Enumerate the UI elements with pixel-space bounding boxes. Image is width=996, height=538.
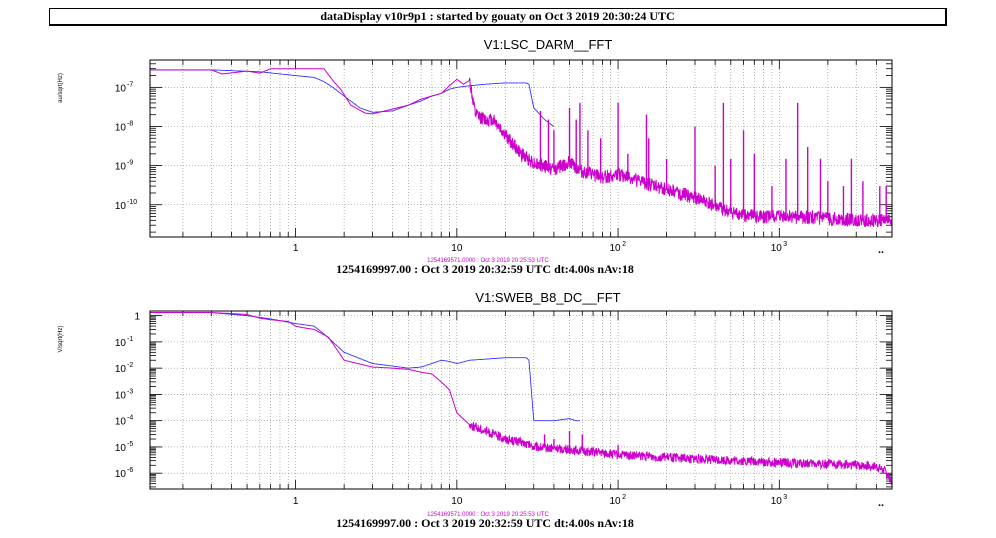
- plot-area: [150, 60, 892, 237]
- x-tick-label: 10: [610, 496, 622, 507]
- x-tick-label: 1: [293, 496, 299, 507]
- y-tick-label: 10: [115, 364, 127, 375]
- chart-footer: 1254169997.00 : Oct 3 2019 20:32:59 UTC …: [336, 516, 634, 530]
- y-tick-label: 10: [115, 390, 127, 401]
- x-tick-label: 10: [451, 496, 463, 507]
- y-tick-label: 10: [115, 83, 127, 94]
- x-tick-label: 10: [771, 496, 783, 507]
- chart-title: V1:LSC_DARM__FFT: [484, 37, 613, 52]
- y-tick-exponent: -9: [127, 160, 133, 167]
- x-tick-exponent: 3: [783, 241, 787, 248]
- y-tick-exponent: -3: [127, 388, 133, 395]
- y-tick-exponent: -8: [127, 120, 133, 127]
- y-axis-label: V/sqrt(Hz): [58, 325, 64, 352]
- window-header: dataDisplay v10r9p1 : started by gouaty …: [49, 8, 947, 26]
- series-line-1: [150, 69, 555, 127]
- y-tick-label: 10: [115, 417, 127, 428]
- y-tick-label: 10: [115, 443, 127, 454]
- chart-title: V1:SWEB_B8_DC__FFT: [475, 290, 620, 305]
- x-tick-label: 1: [293, 243, 299, 254]
- y-tick-label: 10: [115, 201, 127, 212]
- plot-frame: [149, 310, 893, 490]
- y-tick-exponent: -1: [127, 336, 133, 343]
- series-line-2: [150, 312, 892, 485]
- y-tick-label: 1: [134, 312, 140, 323]
- series-group: [150, 312, 892, 485]
- y-tick-label: 10: [115, 338, 127, 349]
- y-tick-label: 10: [115, 122, 127, 133]
- x-overflow-label: ..: [878, 244, 884, 256]
- x-tick-label: 10: [771, 243, 783, 254]
- y-tick-exponent: -4: [127, 415, 133, 422]
- x-tick-exponent: 3: [783, 494, 787, 501]
- x-tick-label: 10: [451, 243, 463, 254]
- x-tick-exponent: 2: [622, 494, 626, 501]
- y-tick-exponent: -10: [127, 199, 137, 206]
- chart-footer: 1254169997.00 : Oct 3 2019 20:32:59 UTC …: [336, 262, 634, 276]
- y-tick-exponent: -7: [127, 81, 133, 88]
- y-tick-label: 10: [115, 469, 127, 480]
- x-overflow-label: ..: [878, 497, 884, 509]
- y-tick-label: 10: [115, 162, 127, 173]
- plot-frame: [149, 59, 893, 238]
- y-axis-label: au/sqrt(Hz): [58, 73, 64, 103]
- reference-time-label: 1254169571.0000 : Oct 3 2019 20:25:53 UT…: [427, 258, 549, 264]
- series-line-2: [150, 68, 892, 228]
- reference-time-label: 1254169571.0000 : Oct 3 2019 20:25:53 UT…: [427, 512, 549, 518]
- x-tick-label: 10: [610, 243, 622, 254]
- series-group: [150, 68, 892, 228]
- y-tick-exponent: -5: [127, 441, 133, 448]
- x-tick-exponent: 2: [622, 241, 626, 248]
- y-tick-exponent: -6: [127, 467, 133, 474]
- y-tick-exponent: -2: [127, 362, 133, 369]
